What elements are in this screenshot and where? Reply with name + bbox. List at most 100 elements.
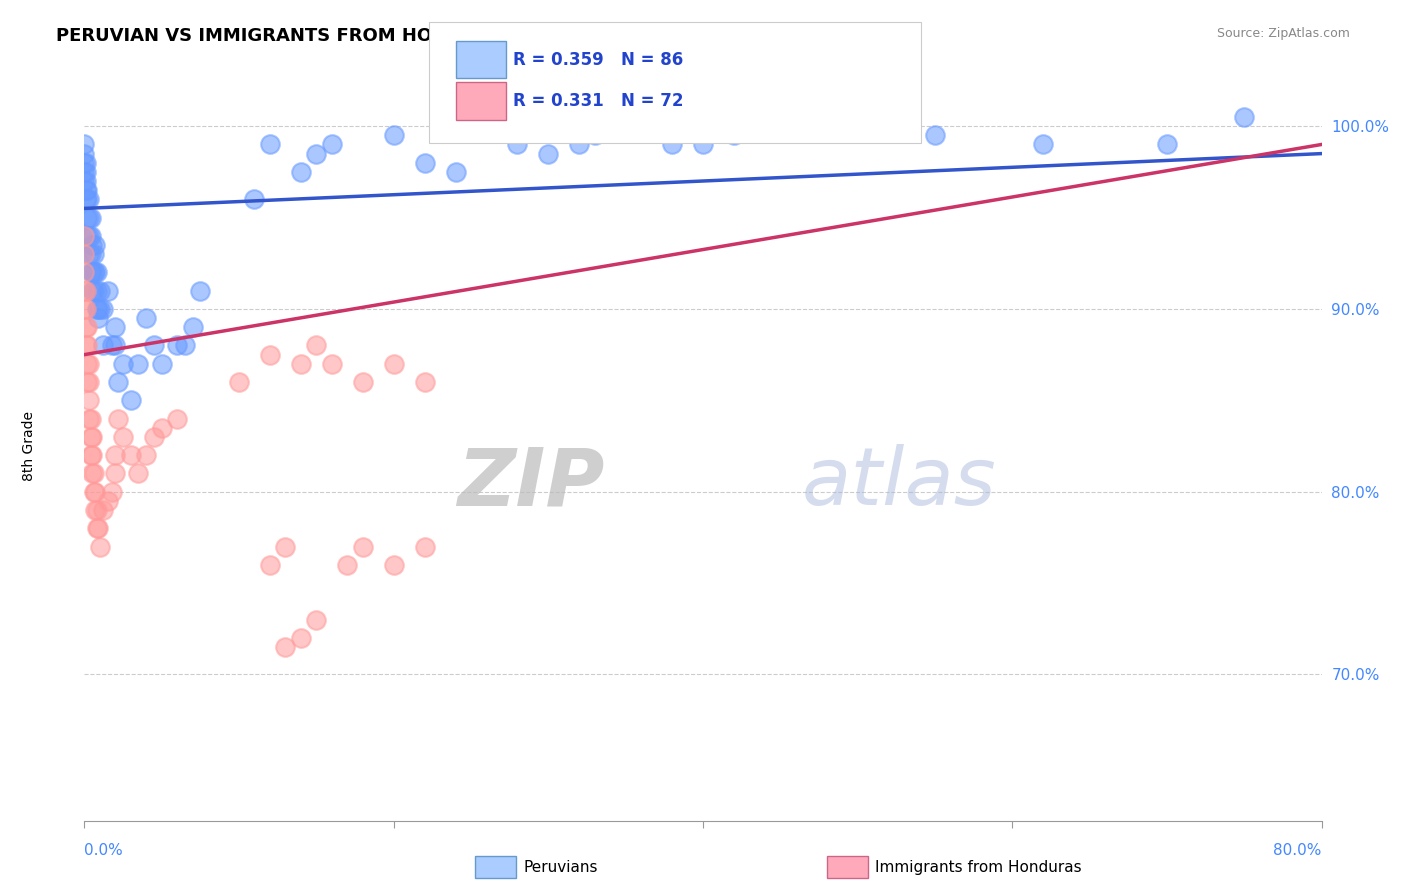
Point [382, 128, 405, 143]
Text: PERUVIAN VS IMMIGRANTS FROM HONDURAS 8TH GRADE CORRELATION CHART: PERUVIAN VS IMMIGRANTS FROM HONDURAS 8TH… [56, 27, 860, 45]
Point [166, 338, 188, 352]
Point [84, 484, 107, 499]
Point [112, 357, 135, 371]
Point [91, 338, 114, 352]
Point [135, 448, 157, 462]
Point [143, 430, 166, 444]
Point [259, 348, 281, 362]
Point [77, 411, 100, 425]
Point [1233, 110, 1256, 124]
Point [79, 430, 101, 444]
Text: Peruvians: Peruvians [523, 860, 598, 874]
Point [143, 338, 166, 352]
Point [382, 558, 405, 572]
Text: ZIP: ZIP [457, 444, 605, 523]
Point [76, 320, 98, 334]
Point [86, 503, 108, 517]
Point [73, 284, 96, 298]
Text: 80.0%: 80.0% [1274, 843, 1322, 857]
Point [692, 137, 714, 152]
Point [174, 338, 197, 352]
Point [413, 540, 436, 554]
Point [73, 165, 96, 179]
Point [75, 338, 97, 352]
Point [924, 128, 946, 143]
Point [120, 393, 142, 408]
Point [87, 301, 110, 316]
Point [101, 484, 124, 499]
Point [1156, 137, 1178, 152]
Point [82, 265, 104, 279]
Point [75, 174, 97, 188]
Point [75, 155, 97, 169]
Point [107, 411, 129, 425]
Point [290, 357, 312, 371]
Point [290, 631, 312, 645]
Point [79, 448, 101, 462]
Point [104, 338, 127, 352]
Point [75, 165, 97, 179]
Point [73, 301, 96, 316]
Point [87, 311, 110, 326]
Point [75, 284, 97, 298]
Point [76, 192, 98, 206]
Point [228, 375, 250, 389]
Point [290, 165, 312, 179]
Point [84, 503, 107, 517]
Point [243, 192, 266, 206]
Point [723, 128, 745, 143]
Point [259, 137, 281, 152]
Point [274, 640, 297, 654]
Point [84, 238, 107, 252]
Point [77, 211, 100, 225]
Text: R = 0.331   N = 72: R = 0.331 N = 72 [513, 92, 683, 110]
Point [82, 238, 104, 252]
Point [73, 155, 96, 169]
Point [568, 137, 591, 152]
Point [413, 375, 436, 389]
Point [101, 338, 124, 352]
Point [79, 211, 101, 225]
Point [382, 357, 405, 371]
Point [89, 301, 111, 316]
Point [79, 265, 101, 279]
Point [89, 540, 111, 554]
Point [77, 393, 100, 408]
Point [76, 338, 98, 352]
Point [181, 320, 204, 334]
Point [166, 411, 188, 425]
Point [82, 430, 104, 444]
Point [83, 467, 105, 481]
Point [82, 448, 104, 462]
Point [259, 558, 281, 572]
Point [150, 421, 173, 435]
Point [86, 301, 108, 316]
Point [112, 430, 135, 444]
Point [73, 247, 96, 261]
Point [89, 284, 111, 298]
Point [96, 284, 118, 298]
Point [305, 338, 328, 352]
Point [96, 493, 118, 508]
Point [1032, 137, 1054, 152]
Point [77, 357, 100, 371]
Point [77, 247, 100, 261]
Point [75, 183, 97, 197]
Point [104, 448, 127, 462]
Point [86, 521, 108, 535]
Point [79, 247, 101, 261]
Point [661, 137, 683, 152]
Point [321, 137, 343, 152]
Point [150, 357, 173, 371]
Point [73, 265, 96, 279]
Point [86, 284, 108, 298]
Point [73, 228, 96, 243]
Point [79, 411, 101, 425]
Point [305, 146, 328, 161]
Point [79, 228, 101, 243]
Point [413, 155, 436, 169]
Point [120, 448, 142, 462]
Text: Immigrants from Honduras: Immigrants from Honduras [875, 860, 1081, 874]
Point [76, 211, 98, 225]
Point [352, 540, 374, 554]
